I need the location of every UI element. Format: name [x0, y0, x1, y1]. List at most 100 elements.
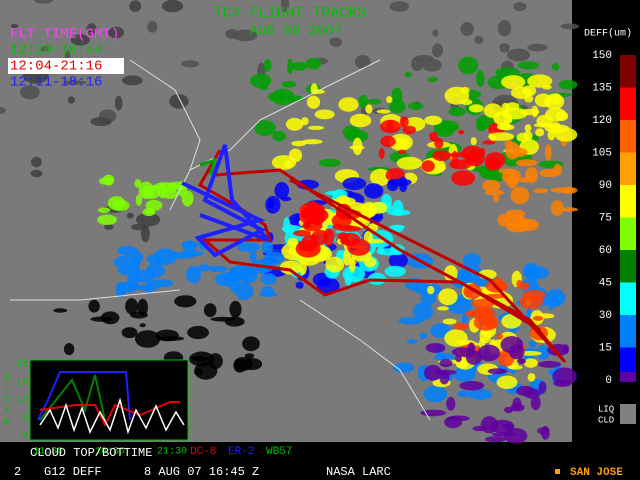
cloud-pixel [272, 130, 287, 142]
cloud-pixel [498, 168, 517, 174]
cloud-pixel [482, 179, 501, 192]
cloud-pixel [367, 98, 382, 105]
cloud-pixel [551, 200, 564, 216]
cloud-pixel [427, 285, 435, 295]
cloud-pixel [396, 156, 423, 170]
cloud-pixel [432, 150, 452, 162]
colorbar-tick: 60 [599, 245, 612, 257]
cloud-pixel [338, 225, 361, 232]
cloud-pixel [287, 58, 294, 75]
cloud-pixel [31, 156, 42, 168]
coastline [10, 59, 431, 421]
cloud-pixel [524, 124, 532, 133]
colorbar-tick: 90 [599, 180, 612, 192]
cloud-pixel [497, 213, 510, 227]
inset-er2 [37, 371, 131, 421]
cloud-pixel [354, 55, 371, 69]
cloud-pixel [458, 56, 479, 75]
cloud-pixel [505, 102, 520, 111]
cloud-pixel [261, 285, 274, 297]
cloud-pixel [104, 224, 114, 230]
cloud-pixel [497, 124, 515, 131]
cloud-pixel [314, 109, 335, 120]
cloud-pixel [162, 0, 184, 13]
cloud-pixel [451, 170, 475, 186]
inset-cloud [39, 397, 185, 435]
inset-y-label: L [4, 385, 10, 396]
cloud-pixel [406, 339, 418, 344]
cloud-pixel [404, 72, 412, 78]
cloud-pixel [468, 104, 484, 113]
footer-product: G12 DEFF [44, 465, 102, 479]
location-marker [555, 469, 560, 474]
cloud-pixel [260, 273, 277, 285]
cloud-pixel [414, 55, 434, 63]
cloud-pixel [427, 76, 438, 83]
cloud-pixel [187, 325, 210, 340]
cloud-pixel [429, 131, 439, 142]
date: AUG 08 2007 [250, 24, 342, 40]
cloud-pixel [134, 179, 142, 188]
cloud-pixel [388, 252, 408, 269]
cloud-pixel [389, 1, 410, 12]
inset-dc8 [39, 401, 180, 428]
cloud-pixel [471, 307, 495, 319]
cloud-pixel [539, 168, 559, 178]
cloud-pixel [182, 240, 197, 255]
cloud-pixel [510, 186, 530, 205]
cloud-pixel [181, 190, 194, 207]
cloud-pixel [484, 157, 502, 171]
colorbar-tick: 15 [599, 342, 612, 354]
cloud-pixel [125, 298, 138, 315]
cloud-pixel [307, 125, 325, 130]
cloud-pixel [203, 303, 217, 318]
cloud-pixel [503, 118, 513, 124]
inset-y-label: A [4, 374, 10, 385]
cloud-pixel [480, 416, 499, 434]
cloud-pixel [476, 70, 485, 88]
cloud-pixel [504, 139, 513, 148]
cloud-pixel [136, 212, 161, 227]
cloud-pixel [368, 202, 388, 214]
footer-time: 8 AUG 07 16:45 Z [144, 465, 259, 479]
inset-y-tick: 6 [22, 414, 28, 425]
cloud-pixel [527, 373, 536, 382]
cloud-pixel [225, 29, 239, 39]
cloud-pixel [343, 249, 351, 266]
cloud-pixel [544, 93, 565, 110]
inset-y-tick: 24 [16, 360, 28, 371]
cloud-pixel [323, 228, 335, 247]
cloud-pixel [155, 329, 179, 342]
cloud-pixel [455, 354, 462, 363]
inset-aircraft: DC-8 [190, 446, 216, 458]
cloud-pixel [242, 336, 260, 352]
inset-y-label: m [4, 418, 10, 429]
cloud-pixel [533, 188, 548, 194]
cloud-pixel [535, 128, 545, 137]
cloud-pixel [130, 311, 148, 319]
cloud-pixel [500, 336, 524, 354]
cloud-pixel [147, 20, 158, 33]
colorbar-segment [620, 152, 636, 185]
inset-y-tick: 0 [22, 432, 28, 443]
cloud-pixel [285, 117, 304, 131]
cloud-pixel [459, 380, 485, 391]
cloud-pixel [208, 265, 228, 272]
cloud-pixel [423, 385, 448, 403]
cloud-pixel [370, 168, 391, 186]
cloud-pixel [249, 250, 257, 264]
cloud-pixel [114, 95, 123, 111]
cloud-pixel [288, 148, 303, 163]
colorbar-segment [620, 347, 636, 380]
cloud-pixel [516, 132, 530, 142]
cloud-pixel [121, 327, 138, 339]
cloud-pixel [139, 323, 146, 328]
colorbar-extra: CLD [598, 415, 614, 425]
cloud-pixel [506, 172, 519, 189]
cloud-pixel [531, 105, 539, 118]
cloud-pixel [433, 355, 446, 360]
cloud-pixel [108, 26, 125, 39]
cloud-pixel [186, 265, 202, 284]
cloud-pixel [274, 182, 290, 200]
